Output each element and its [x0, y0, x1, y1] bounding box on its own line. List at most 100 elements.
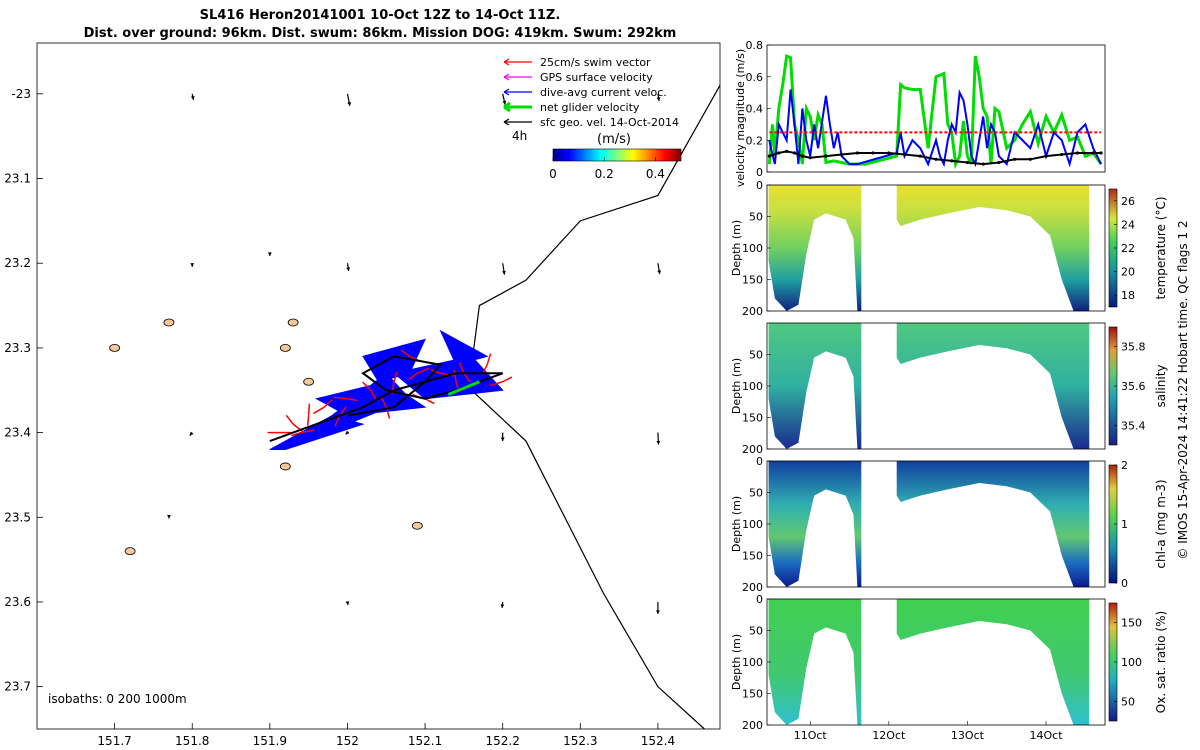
section-ylabel: Depth (m)	[730, 496, 743, 552]
swim-vector	[424, 398, 435, 405]
section-y-tick-label: 100	[742, 380, 763, 393]
section-ylabel: Depth (m)	[730, 634, 743, 690]
reef-island	[279, 462, 291, 471]
section-colorbar-tick-label: 150	[1121, 617, 1142, 630]
section-y-tick-label: 150	[742, 274, 763, 287]
section-colorbar-tick-label: 35.8	[1121, 341, 1146, 354]
swim-vector	[290, 431, 302, 437]
sfc-geo-velocity-arrowhead	[502, 270, 506, 275]
map-y-tick-label: 23.1	[4, 172, 31, 186]
credit-text: © IMOS 15-Apr-2024 14:41:22 Hobart time.…	[1176, 220, 1190, 559]
section-ylabel: Depth (m)	[730, 220, 743, 276]
sfc-geo-point	[777, 151, 781, 155]
sfc-geo-point	[1075, 151, 1080, 155]
section-y-tick-label: 50	[749, 349, 763, 362]
section-x-tick-label: 11Oct	[794, 729, 828, 742]
velocity-series-sfc-geo-vel-	[769, 150, 1102, 166]
legend-sfc-label: sfc geo. vel. 14-Oct-2014	[540, 116, 679, 129]
colorbar-units-label: (m/s)	[597, 132, 631, 147]
speed-colorbar: (m/s) 0 0.2 0.4	[549, 132, 682, 181]
swim-vector	[300, 429, 315, 434]
map-y-tick-label: 23.3	[4, 341, 31, 355]
section-y-tick-label: 200	[742, 581, 763, 594]
sfc-geo-velocity-arrowhead	[502, 100, 507, 105]
velocity-ylabel: velocity magnitude (m/s)	[734, 49, 747, 187]
legend-gps-label: GPS surface velocity	[540, 71, 653, 84]
sfc-geo-point	[785, 149, 789, 153]
sfc-geo-point	[1044, 154, 1048, 158]
section-colorbar-tick-label: 18	[1121, 289, 1135, 302]
sfc-geo-point	[918, 154, 922, 158]
swim-vector	[400, 349, 410, 357]
section-y-tick-label: 0	[756, 179, 763, 192]
reef-island	[411, 521, 423, 530]
sfc-geo-point	[887, 151, 891, 155]
section-colorbar-label: temperature (°C)	[1154, 197, 1168, 300]
swim-vector	[430, 369, 441, 375]
section-x-tick-label: 14Oct	[1030, 729, 1064, 742]
section-y-tick-label: 50	[749, 625, 763, 638]
map-x-tick-label: 152.2	[486, 734, 520, 748]
legend-sfc-geo: sfc geo. vel. 14-Oct-2014	[503, 116, 679, 129]
section-data-right	[896, 599, 1090, 725]
swim-vector	[307, 403, 311, 416]
map-x-tick-label: 152.4	[641, 734, 675, 748]
map-y-tick-label: 23.5	[4, 510, 31, 524]
dive-avg-current-vector	[315, 381, 427, 417]
map-x-tick-label: 151.9	[253, 734, 287, 748]
map-x-tick-label: 152.1	[408, 734, 442, 748]
map-x-tick-label: 151.7	[97, 734, 131, 748]
map-axes	[36, 42, 721, 730]
swim-vector	[306, 415, 310, 426]
sfc-geo-velocity-arrowhead	[655, 610, 660, 614]
sfc-geo-point	[800, 154, 804, 158]
section-panel-salinity: 50 100 150 200 Depth (m) 35.4 35.6 35.8 salinity	[730, 322, 1168, 456]
section-y-tick-label: 150	[742, 550, 763, 563]
chart-title-line1: SL416 Heron20141001 10-Oct 12Z to 14-Oct…	[199, 8, 561, 23]
reef-island	[109, 343, 121, 352]
colorbar-tick-label: 0	[549, 167, 557, 181]
map-x-tick-label: 151.8	[175, 734, 209, 748]
sfc-geo-velocity-arrowhead	[267, 252, 272, 256]
section-data-right	[896, 185, 1090, 311]
section-data-left	[768, 323, 862, 449]
reef-island	[287, 318, 299, 327]
section-colorbar-tick-label: 1	[1121, 518, 1128, 531]
swim-vector	[362, 381, 372, 391]
velocity-series-dive-avg-current-veloc-	[768, 89, 1102, 168]
section-colorbar-label: chl-a (mg m-3)	[1154, 479, 1168, 568]
reef-island	[279, 343, 291, 352]
swim-vector	[370, 389, 378, 401]
section-y-tick-label: 150	[742, 412, 763, 425]
legend-net-label: net glider velocity	[540, 101, 640, 114]
section-colorbar-label: salinity	[1154, 364, 1168, 407]
sfc-geo-point	[950, 159, 954, 163]
swim-vector	[312, 406, 325, 415]
legend-4h-label: 4h	[512, 129, 527, 143]
sfc-geo-point	[1099, 151, 1103, 155]
map-x-tick-label: 152.3	[563, 734, 597, 748]
section-y-tick-label: 200	[742, 443, 763, 456]
colorbar-tick-label: 0.2	[595, 167, 614, 181]
sfc-geo-point	[824, 154, 828, 158]
sfc-geo-point	[840, 152, 844, 157]
sfc-geo-point	[792, 151, 797, 155]
swim-vector	[463, 372, 471, 383]
section-data-right	[896, 323, 1090, 449]
section-y-tick-label: 100	[742, 242, 763, 255]
sfc-geo-point	[997, 160, 1001, 165]
sfc-geo-point	[934, 157, 938, 161]
map-y-tick-label: 23.4	[4, 426, 31, 440]
sfc-geo-point	[767, 154, 771, 158]
reef-island	[163, 318, 175, 327]
legend-swim-vector: 25cm/s swim vector	[503, 56, 651, 69]
swim-vector	[489, 381, 503, 387]
sfc-geo-point	[808, 156, 812, 160]
section-colorbar-tick-label: 20	[1121, 266, 1135, 279]
swim-vector	[323, 399, 333, 408]
section-colorbar-tick-label: 35.6	[1121, 380, 1146, 393]
section-x-tick-label: 12Oct	[872, 729, 906, 742]
sfc-geo-velocity-arrowhead	[656, 97, 661, 102]
net-glider-velocity	[447, 380, 480, 396]
legend-swim-label: 25cm/s swim vector	[540, 56, 651, 69]
